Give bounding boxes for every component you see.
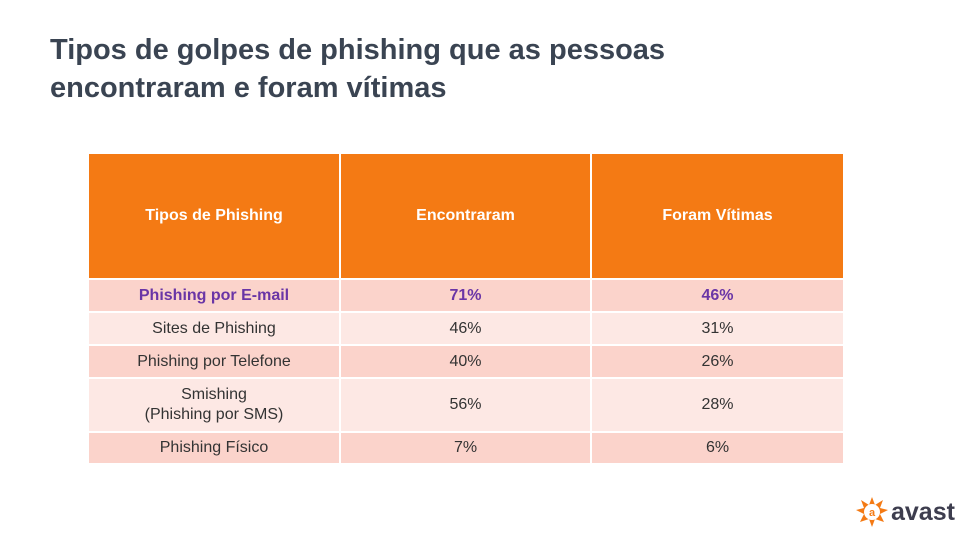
cell-victims: 28% (591, 377, 843, 432)
table-row: Phishing por E-mail 71% 46% (89, 278, 843, 312)
header-type: Tipos de Phishing (89, 154, 341, 279)
avast-logo-icon: a (856, 497, 888, 527)
title-line-2: encontraram e foram vítimas (50, 72, 447, 104)
cell-type: Sites de Phishing (89, 311, 341, 345)
header-victims: Foram Vítimas (591, 154, 843, 279)
table-row: Phishing Físico 7% 6% (89, 431, 843, 463)
cell-type: Smishing (Phishing por SMS) (89, 377, 341, 432)
page-title: Tipos de golpes de phishing que as pesso… (50, 31, 850, 107)
table-row: Phishing por Telefone 40% 26% (89, 344, 843, 378)
table-header-row: Tipos de Phishing Encontraram Foram Víti… (89, 154, 843, 279)
svg-text:a: a (869, 507, 876, 519)
cell-encountered: 40% (340, 344, 592, 378)
title-line-1: Tipos de golpes de phishing que as pesso… (50, 34, 666, 66)
cell-victims: 46% (591, 278, 843, 312)
header-encountered: Encontraram (340, 154, 592, 279)
cell-victims: 6% (591, 431, 843, 463)
cell-victims: 31% (591, 311, 843, 345)
cell-victims: 26% (591, 344, 843, 378)
cell-type: Phishing por Telefone (89, 344, 341, 378)
table-row: Smishing (Phishing por SMS) 56% 28% (89, 377, 843, 432)
cell-encountered: 7% (340, 431, 592, 463)
avast-logo: a avast (855, 494, 955, 530)
cell-encountered: 46% (340, 311, 592, 345)
table-row: Sites de Phishing 46% 31% (89, 311, 843, 345)
cell-type: Phishing por E-mail (89, 278, 341, 312)
cell-type-line-2: (Phishing por SMS) (144, 406, 284, 423)
cell-type: Phishing Físico (89, 431, 341, 463)
avast-logo-text: avast (891, 497, 955, 526)
cell-type-line-1: Smishing (181, 386, 247, 403)
phishing-table: Tipos de Phishing Encontraram Foram Víti… (89, 154, 843, 463)
cell-encountered: 71% (340, 278, 592, 312)
cell-encountered: 56% (340, 377, 592, 432)
